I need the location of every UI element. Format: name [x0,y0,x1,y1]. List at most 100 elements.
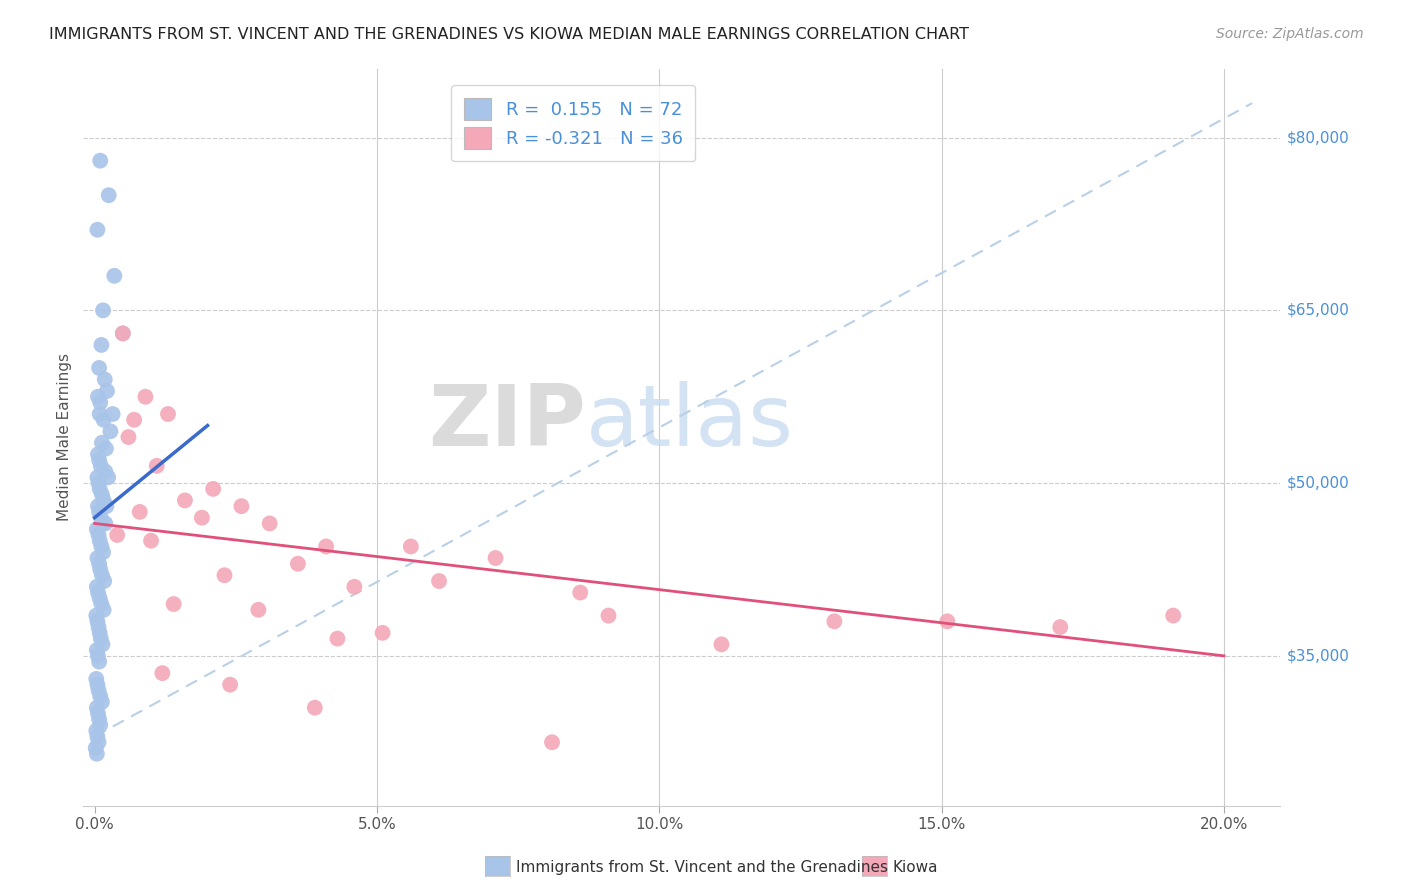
Point [484,551,506,566]
Point [86,678,108,692]
Point [94,442,117,456]
Point [87,683,110,698]
Point [87,390,110,404]
Point [87,499,110,513]
Point [84,723,107,738]
Point [823,615,845,629]
Point [86,470,108,484]
Point [156,407,179,421]
Point [91,516,114,531]
Point [247,603,270,617]
Text: $50,000: $50,000 [1286,475,1350,491]
Point [259,516,281,531]
Point [91,545,114,559]
Text: $80,000: $80,000 [1286,130,1350,145]
Point [89,718,111,732]
Text: atlas: atlas [586,381,794,464]
Point [111,326,134,341]
Point [128,505,150,519]
Point [90,695,112,709]
Point [134,390,156,404]
Point [96,384,118,398]
Point [90,568,112,582]
Point [87,712,110,726]
Point [87,735,110,749]
Point [86,551,108,566]
Point [89,407,111,421]
Point [89,562,111,576]
Point [89,591,111,606]
Point [569,585,592,599]
Point [87,505,110,519]
Text: $35,000: $35,000 [1286,648,1350,664]
Point [87,706,110,721]
Point [1161,608,1184,623]
Point [145,458,167,473]
Point [936,615,959,629]
Point [710,637,733,651]
Point [86,223,108,237]
Point [105,528,128,542]
Point [87,620,110,634]
Point [86,615,108,629]
Point [97,188,120,202]
Point [89,153,111,168]
Text: IMMIGRANTS FROM ST. VINCENT AND THE GRENADINES VS KIOWA MEDIAN MALE EARNINGS COR: IMMIGRANTS FROM ST. VINCENT AND THE GREN… [49,27,969,42]
Point [89,395,111,409]
Point [94,465,117,479]
Point [343,580,366,594]
Point [94,516,117,531]
Point [100,425,122,439]
Point [111,326,134,341]
Point [315,540,337,554]
Point [91,637,114,651]
Point [89,689,111,703]
Point [150,666,173,681]
Point [427,574,450,588]
Point [86,580,108,594]
Point [87,453,110,467]
Point [94,372,117,386]
Point [163,597,186,611]
Text: Immigrants from St. Vincent and the Grenadines: Immigrants from St. Vincent and the Gren… [516,860,889,874]
Point [86,643,108,657]
Y-axis label: Median Male Earnings: Median Male Earnings [58,353,72,521]
Point [202,482,225,496]
Point [84,741,107,756]
Point [84,608,107,623]
Point [93,493,115,508]
Point [191,510,214,524]
Point [87,585,110,599]
Point [117,430,139,444]
Point [87,648,110,663]
Point [214,568,236,582]
Text: Kiowa: Kiowa [893,860,938,874]
Point [96,499,118,513]
Point [90,458,112,473]
Point [219,678,242,692]
Point [89,533,111,548]
Point [326,632,349,646]
Point [122,413,145,427]
Text: ZIP: ZIP [429,381,586,464]
Point [598,608,620,623]
Point [89,625,111,640]
Point [86,522,108,536]
Legend: R =  0.155   N = 72, R = -0.321   N = 36: R = 0.155 N = 72, R = -0.321 N = 36 [451,85,696,161]
Point [101,407,124,421]
Point [304,700,326,714]
Point [86,730,108,744]
Point [231,499,253,513]
Point [87,476,110,491]
Point [90,488,112,502]
Point [90,597,112,611]
Point [139,533,162,548]
Point [371,625,394,640]
Point [103,268,125,283]
Point [399,540,422,554]
Point [97,470,120,484]
Point [86,700,108,714]
Point [541,735,564,749]
Point [87,655,110,669]
Point [174,493,197,508]
